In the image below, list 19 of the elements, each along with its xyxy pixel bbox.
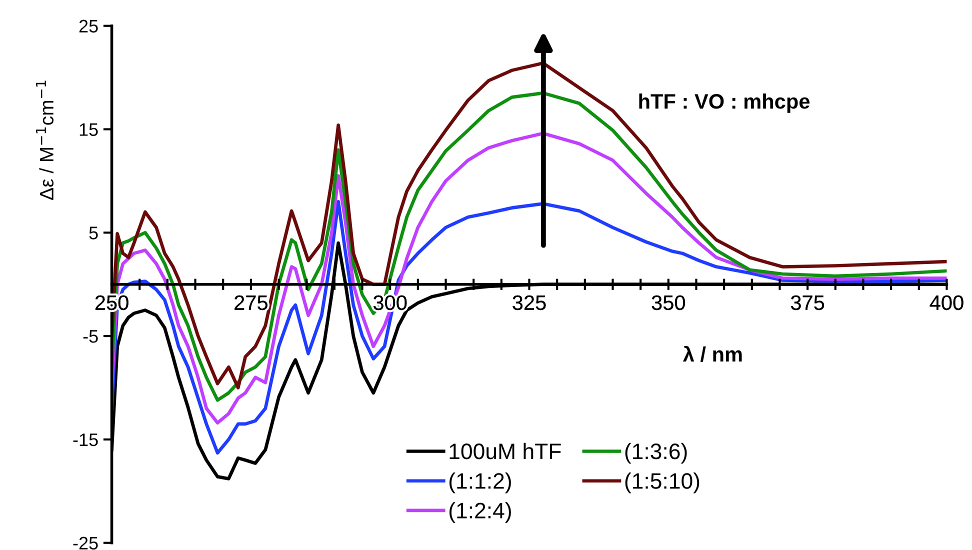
- x-tick-label: 350: [652, 295, 685, 310]
- x-tick-label: 325: [512, 295, 546, 310]
- legend-label: (1:5:10): [625, 472, 700, 494]
- y-axis-title: Δε / M$^{−1}$cm$^{−1}$: [36, 80, 54, 200]
- x-tick-label: 400: [930, 295, 964, 310]
- legend-label: (1:3:6): [625, 442, 687, 464]
- y-tick-label: -25: [73, 536, 98, 550]
- legend-label: (1:1:2): [449, 472, 511, 494]
- legend-label: 100uM hTF: [450, 442, 561, 460]
- y-tick-label: 5: [89, 226, 98, 240]
- x-tick-label: 375: [790, 295, 824, 310]
- legend-label: (1:2:4): [449, 502, 511, 523]
- annotation: hTF : VO : mhcpe: [639, 93, 810, 113]
- x-axis-title: λ / nm: [682, 346, 742, 362]
- y-tick-label: -5: [83, 330, 98, 343]
- y-tick-label: 25: [79, 20, 98, 33]
- y-tick-label: 15: [80, 123, 98, 136]
- x-tick-label: 275: [234, 295, 268, 310]
- y-tick-label: -15: [73, 434, 98, 446]
